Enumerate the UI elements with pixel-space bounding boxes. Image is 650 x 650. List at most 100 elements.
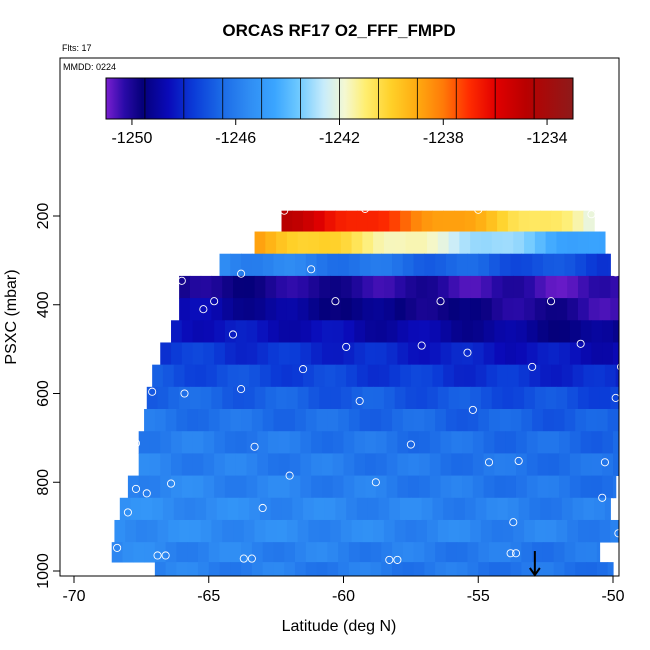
heat-cell: [200, 519, 213, 543]
heat-cell: [575, 409, 587, 432]
heat-cell: [214, 431, 226, 454]
heat-cell: [171, 431, 183, 454]
heat-cell: [273, 253, 285, 277]
heat-cell: [160, 475, 172, 499]
heat-cell: [219, 562, 231, 576]
heat-cell: [515, 342, 528, 366]
heat-cell: [308, 231, 320, 255]
heat-cell: [440, 342, 452, 366]
heat-cell: [397, 342, 409, 366]
heat-cell: [459, 275, 471, 299]
heat-cell: [383, 386, 396, 410]
heat-cell: [577, 298, 590, 321]
heat-cell: [241, 409, 253, 432]
heat-cell: [233, 298, 245, 321]
heat-cell: [313, 364, 326, 388]
heat-cell: [154, 409, 167, 432]
heat-cell: [171, 475, 183, 499]
heat-cell: [445, 409, 458, 432]
heat-cell: [394, 386, 407, 410]
heat-cell: [416, 231, 428, 255]
heat-cell: [478, 409, 490, 432]
heat-cell: [241, 562, 253, 576]
sample-point: [285, 471, 294, 480]
sample-point: [385, 555, 394, 564]
heat-cell: [413, 542, 425, 563]
heat-cell: [483, 320, 496, 343]
heat-cell: [300, 320, 312, 343]
heat-cell: [286, 231, 299, 255]
heat-cell: [575, 253, 587, 277]
heat-cell: [453, 364, 466, 388]
heat-cell: [410, 364, 423, 388]
x-tick-label: -70: [62, 588, 85, 605]
colorbar-tick-label: -1234: [527, 130, 568, 147]
heat-row: [146, 386, 619, 410]
heat-cell: [356, 210, 369, 232]
heat-cell: [583, 497, 595, 521]
heat-cell: [515, 453, 528, 476]
heat-row: [144, 409, 619, 432]
heat-cell: [445, 562, 458, 576]
heat-cell: [416, 298, 428, 321]
heat-cell: [305, 253, 318, 277]
heat-cell: [524, 386, 536, 410]
flights-label: Flts: 17: [62, 43, 92, 53]
heat-cell: [427, 298, 439, 321]
sample-point: [166, 479, 176, 488]
heat-cell: [521, 409, 533, 432]
heat-cell: [251, 253, 264, 277]
heat-cell: [141, 497, 153, 521]
sample-point: [131, 484, 141, 493]
heat-cell: [327, 562, 339, 576]
heat-cell: [567, 519, 579, 543]
heat-cell: [179, 275, 191, 299]
heat-cell: [507, 497, 520, 521]
heat-cell: [340, 275, 353, 299]
sample-point: [131, 439, 141, 448]
heat-cell: [410, 497, 423, 521]
heat-cell: [564, 253, 576, 277]
heat-cell: [510, 253, 522, 277]
heat-cell: [483, 342, 496, 366]
heat-cell: [348, 253, 361, 277]
heat-cell: [599, 275, 611, 299]
sample-point: [142, 489, 151, 498]
heat-cell: [278, 342, 291, 366]
heat-cell: [332, 431, 345, 454]
heat-cell: [257, 342, 269, 366]
heat-cell: [548, 475, 560, 499]
colorbar-tick-label: -1242: [319, 130, 360, 147]
heat-cell: [254, 519, 266, 543]
heat-cell: [171, 453, 183, 476]
heat-cell: [400, 210, 412, 232]
heat-cell: [330, 231, 342, 255]
heat-cell: [507, 210, 520, 232]
heat-cell: [561, 364, 574, 388]
heat-cell: [297, 275, 310, 299]
heat-cell: [286, 275, 299, 299]
heat-cell: [462, 320, 474, 343]
sample-point: [611, 552, 620, 561]
heat-cell: [472, 320, 485, 343]
heat-cell: [392, 542, 404, 563]
heat-cell: [162, 497, 175, 521]
heat-cell: [181, 453, 194, 476]
x-tick-label: -50: [601, 588, 624, 605]
heat-cell: [386, 453, 398, 476]
heat-cell: [467, 542, 479, 563]
heat-cell: [553, 409, 566, 432]
heat-cell: [577, 386, 590, 410]
heat-cell: [179, 298, 191, 321]
heat-cell: [451, 475, 463, 499]
heat-cell: [165, 409, 178, 432]
heat-cell: [494, 431, 506, 454]
heat-cell: [362, 231, 374, 255]
heat-cell: [367, 497, 380, 521]
heat-cell: [243, 386, 256, 410]
heat-cell: [200, 298, 213, 321]
heat-cell: [251, 562, 264, 576]
heat-cell: [208, 542, 221, 563]
heat-cell: [564, 409, 576, 432]
heat-cell: [330, 386, 342, 410]
